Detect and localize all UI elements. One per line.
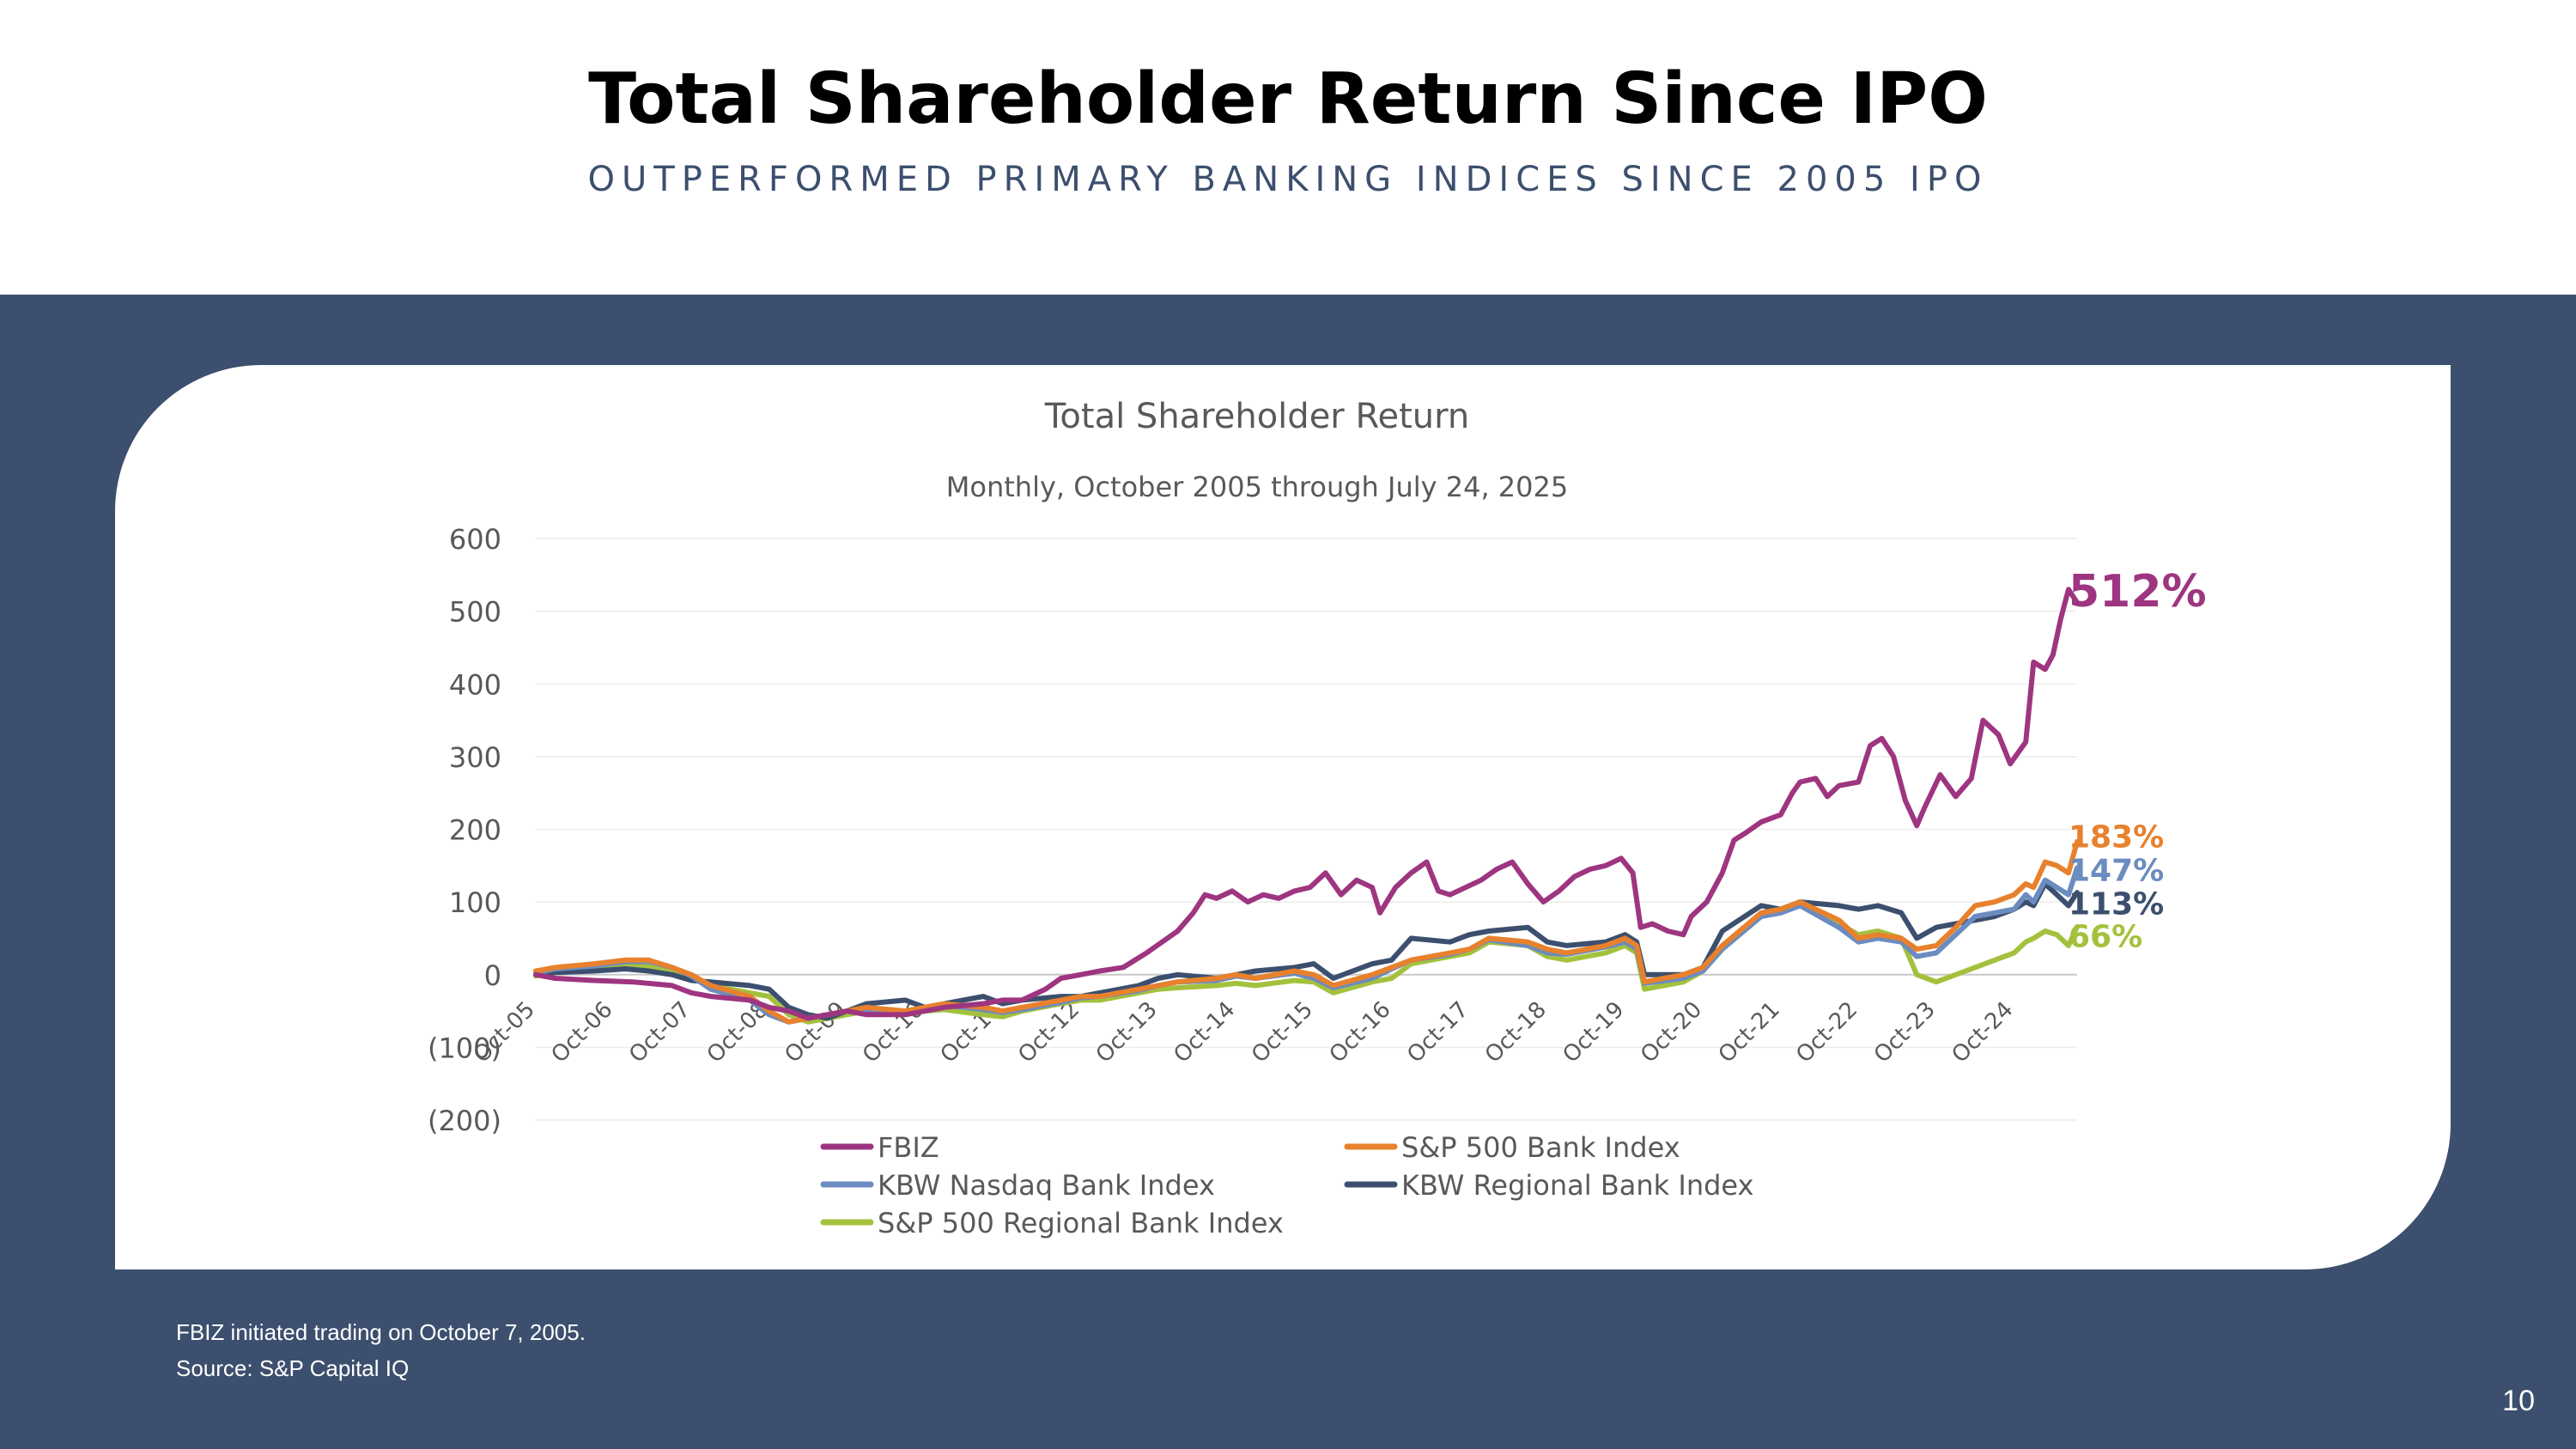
- series-end-label: 113%: [2069, 887, 2164, 922]
- footnote-ipo: FBIZ initiated trading on October 7, 200…: [176, 1319, 586, 1345]
- series-end-label: 183%: [2069, 820, 2164, 855]
- y-tick-label: 200: [449, 814, 501, 847]
- x-tick-label: Oct-13: [1091, 996, 1163, 1068]
- legend-entry: S&P 500 Regional Bank Index: [878, 1207, 1284, 1239]
- legend-entry: KBW Regional Bank Index: [1401, 1169, 1753, 1202]
- y-tick-label: 100: [449, 886, 501, 919]
- page-title: Total Shareholder Return Since IPO: [588, 58, 1988, 140]
- y-axis: 600 500 400 300 200 100 0 (100) (200): [428, 523, 501, 1137]
- x-tick-label: Oct-19: [1558, 996, 1629, 1068]
- y-tick-label: 0: [484, 959, 501, 992]
- series-group: [533, 587, 2080, 1025]
- series-end-label: 147%: [2069, 854, 2164, 889]
- y-tick-label: (200): [428, 1105, 501, 1137]
- x-tick-label: Oct-14: [1169, 996, 1240, 1068]
- x-tick-label: Oct-07: [624, 996, 696, 1068]
- x-tick-label: Oct-24: [1947, 996, 2019, 1068]
- x-tick-label: Oct-21: [1714, 996, 1785, 1068]
- x-tick-label: Oct-22: [1791, 996, 1862, 1068]
- footnote-source: Source: S&P Capital IQ: [176, 1355, 410, 1381]
- series-line-4: [533, 899, 2080, 1025]
- x-axis: Oct-05 Oct-06 Oct-07 Oct-08 Oct-09 Oct-10 Oct-…: [469, 996, 2019, 1068]
- chart-card: Total Shareholder Return Monthly, Octobe…: [115, 365, 2451, 1269]
- end-labels: 512% 183%147%113%66%: [2069, 566, 2207, 954]
- legend-entry: FBIZ: [878, 1131, 939, 1164]
- x-tick-label: Oct-06: [547, 996, 618, 1068]
- legend-entry: KBW Nasdaq Bank Index: [878, 1169, 1215, 1202]
- legend-entry: S&P 500 Bank Index: [1401, 1131, 1680, 1164]
- series-end-label: 512%: [2069, 566, 2207, 618]
- y-tick-label: 300: [449, 741, 501, 774]
- y-tick-label: 600: [449, 523, 501, 556]
- x-tick-label: Oct-15: [1247, 996, 1318, 1068]
- tsr-chart: Total Shareholder Return Monthly, Octobe…: [428, 397, 2207, 1239]
- y-tick-label: (100): [428, 1032, 501, 1064]
- chart-subtitle: Monthly, October 2005 through July 24, 2…: [946, 471, 1568, 503]
- page-subtitle: OUTPERFORMED PRIMARY BANKING INDICES SIN…: [587, 160, 1989, 199]
- chart-title: Total Shareholder Return: [1044, 397, 1469, 436]
- legend: FBIZ S&P 500 Bank Index KBW Nasdaq Bank In…: [820, 1131, 1753, 1239]
- grid: [536, 538, 2077, 1121]
- series-end-label: 66%: [2069, 920, 2142, 955]
- x-tick-label: Oct-18: [1480, 996, 1552, 1068]
- y-tick-label: 400: [449, 668, 501, 701]
- page-number: 10: [2502, 1385, 2535, 1417]
- x-tick-label: Oct-23: [1869, 996, 1941, 1068]
- x-tick-label: Oct-17: [1402, 996, 1473, 1068]
- x-tick-label: Oct-20: [1636, 996, 1707, 1068]
- y-tick-label: 500: [449, 596, 501, 629]
- series-line-0: [533, 587, 2080, 1021]
- x-tick-label: Oct-16: [1325, 996, 1396, 1068]
